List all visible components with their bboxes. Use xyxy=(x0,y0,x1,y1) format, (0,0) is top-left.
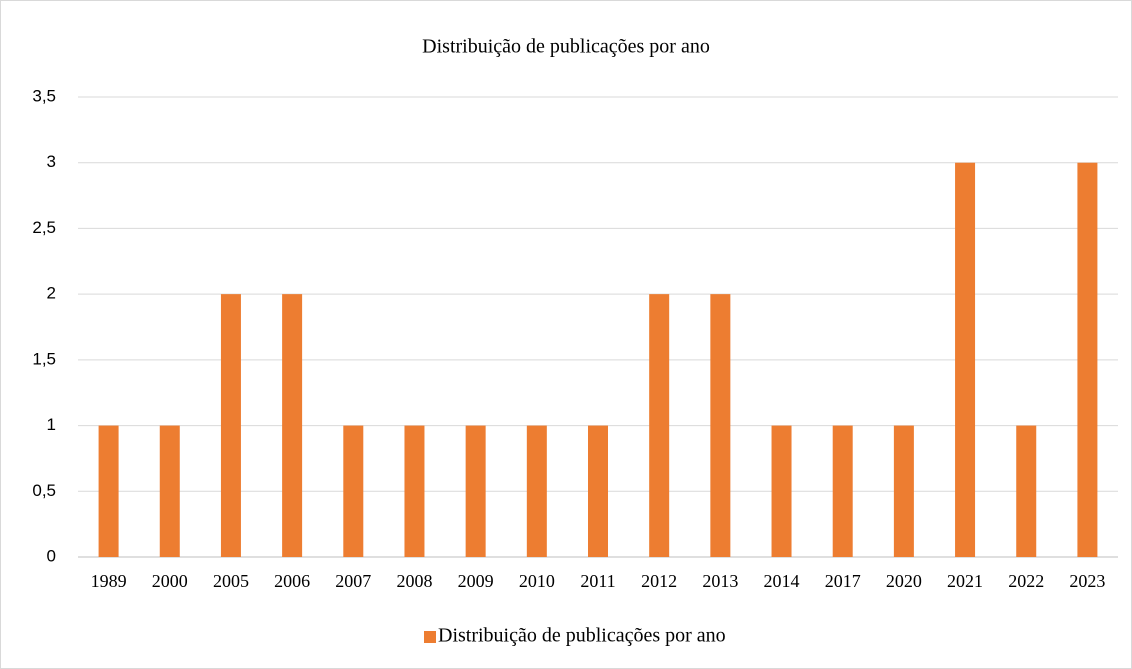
bar xyxy=(220,294,241,557)
bar xyxy=(771,425,792,557)
y-tick-label: 1 xyxy=(47,415,56,434)
x-tick-label: 1989 xyxy=(91,571,127,591)
y-tick-label: 3 xyxy=(47,152,56,171)
bar xyxy=(649,294,670,557)
y-tick-label: 0 xyxy=(47,546,56,565)
y-tick-label: 3,5 xyxy=(32,86,56,105)
bar xyxy=(710,294,731,557)
y-tick-label: 0,5 xyxy=(32,481,56,500)
x-tick-label: 2012 xyxy=(641,571,677,591)
bar xyxy=(1077,162,1098,557)
bar xyxy=(159,425,180,557)
x-tick-label: 2023 xyxy=(1069,571,1105,591)
x-tick-label: 2014 xyxy=(764,571,800,591)
y-tick-label: 2 xyxy=(47,284,56,303)
bar xyxy=(343,425,364,557)
legend-label: Distribuição de publicações por ano xyxy=(438,625,726,647)
bar xyxy=(282,294,303,557)
x-tick-label: 2021 xyxy=(947,571,983,591)
x-tick-label: 2006 xyxy=(274,571,310,591)
x-tick-label: 2008 xyxy=(396,571,432,591)
bar xyxy=(404,425,425,557)
x-tick-label: 2010 xyxy=(519,571,555,591)
bar xyxy=(465,425,486,557)
bar xyxy=(98,425,119,557)
chart-title: Distribuição de publicações por ano xyxy=(422,36,710,58)
x-tick-label: 2011 xyxy=(580,571,615,591)
x-tick-label: 2020 xyxy=(886,571,922,591)
x-tick-label: 2007 xyxy=(335,571,371,591)
x-tick-label: 2009 xyxy=(458,571,494,591)
x-tick-label: 2000 xyxy=(152,571,188,591)
bar xyxy=(832,425,853,557)
y-tick-label: 1,5 xyxy=(32,349,56,368)
y-tick-label: 2,5 xyxy=(32,218,56,237)
x-tick-label: 2013 xyxy=(702,571,738,591)
bar xyxy=(955,162,976,557)
bar xyxy=(1016,425,1037,557)
x-tick-label: 2017 xyxy=(825,571,861,591)
legend-swatch xyxy=(424,631,436,643)
x-tick-label: 2022 xyxy=(1008,571,1044,591)
x-tick-label: 2005 xyxy=(213,571,249,591)
bar xyxy=(526,425,547,557)
bar xyxy=(893,425,914,557)
bar xyxy=(588,425,608,557)
